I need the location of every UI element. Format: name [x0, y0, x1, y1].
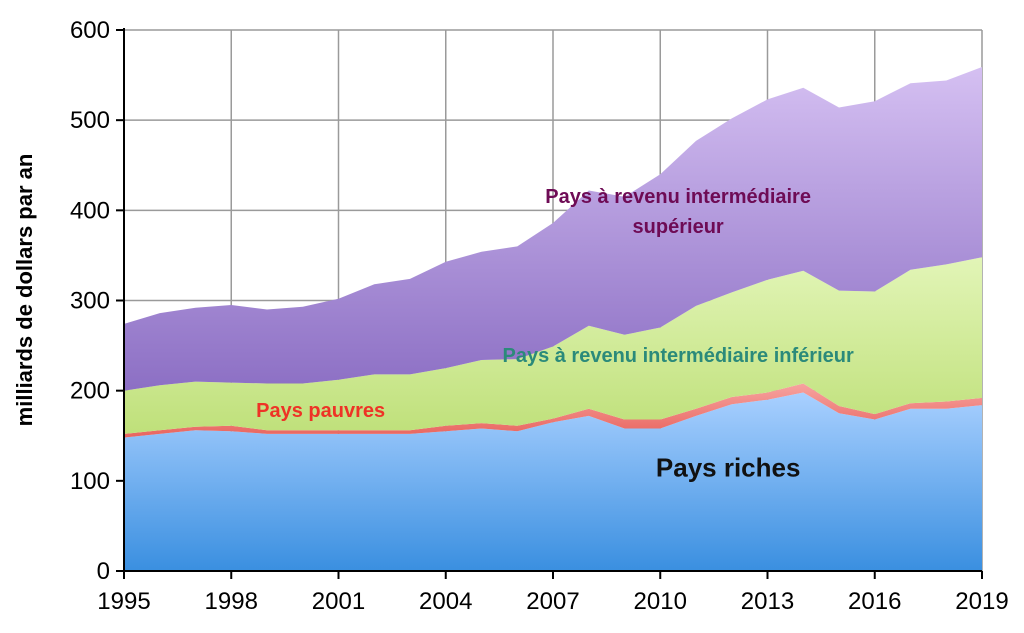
series-label: Pays riches [656, 452, 801, 482]
y-tick-label: 500 [70, 107, 110, 134]
area-pays-pauvres [124, 383, 982, 438]
x-tick-label: 2010 [634, 588, 687, 615]
x-tick-label: 2001 [312, 588, 365, 615]
x-tick-label: 1998 [205, 588, 258, 615]
series-label: Pays à revenu intermédiaire [545, 186, 811, 208]
y-tick-label: 200 [70, 378, 110, 405]
x-tick-label: 2013 [741, 588, 794, 615]
y-axis-label: milliards de dollars par an [12, 154, 37, 427]
area-pays-inferieur [124, 257, 982, 434]
x-tick-label: 2004 [419, 588, 472, 615]
x-tick-label: 2016 [848, 588, 901, 615]
series-label: supérieur [633, 216, 724, 238]
area-pays-riches [124, 392, 982, 571]
x-tick-label: 1995 [97, 588, 150, 615]
series-label: Pays pauvres [256, 400, 385, 422]
x-tick-label: 2019 [955, 588, 1008, 615]
series-label: Pays à revenu intermédiaire inférieur [502, 345, 853, 367]
area-pays-superieur [124, 67, 982, 391]
y-tick-label: 400 [70, 197, 110, 224]
series-labels: Pays à revenu intermédiaire supérieur Pays… [256, 186, 854, 482]
areas [124, 67, 982, 571]
x-tick-label: 2007 [526, 588, 579, 615]
y-tick-label: 300 [70, 288, 110, 315]
axes: 0 100 200 300 400 500 600 1995 1998 2001 2004 2007 2… [70, 17, 1009, 615]
y-tick-label: 100 [70, 468, 110, 495]
y-tick-label: 600 [70, 17, 110, 44]
y-tick-label: 0 [97, 558, 110, 585]
